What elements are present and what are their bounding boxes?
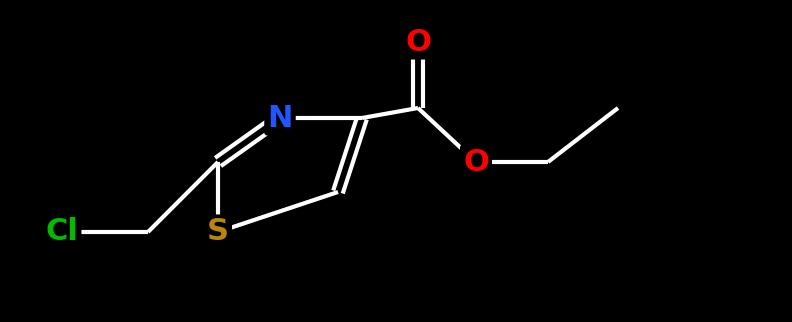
Text: Cl: Cl xyxy=(46,217,78,247)
Text: N: N xyxy=(268,103,293,132)
Text: S: S xyxy=(207,217,229,247)
Text: O: O xyxy=(463,147,489,176)
Text: O: O xyxy=(405,27,431,56)
